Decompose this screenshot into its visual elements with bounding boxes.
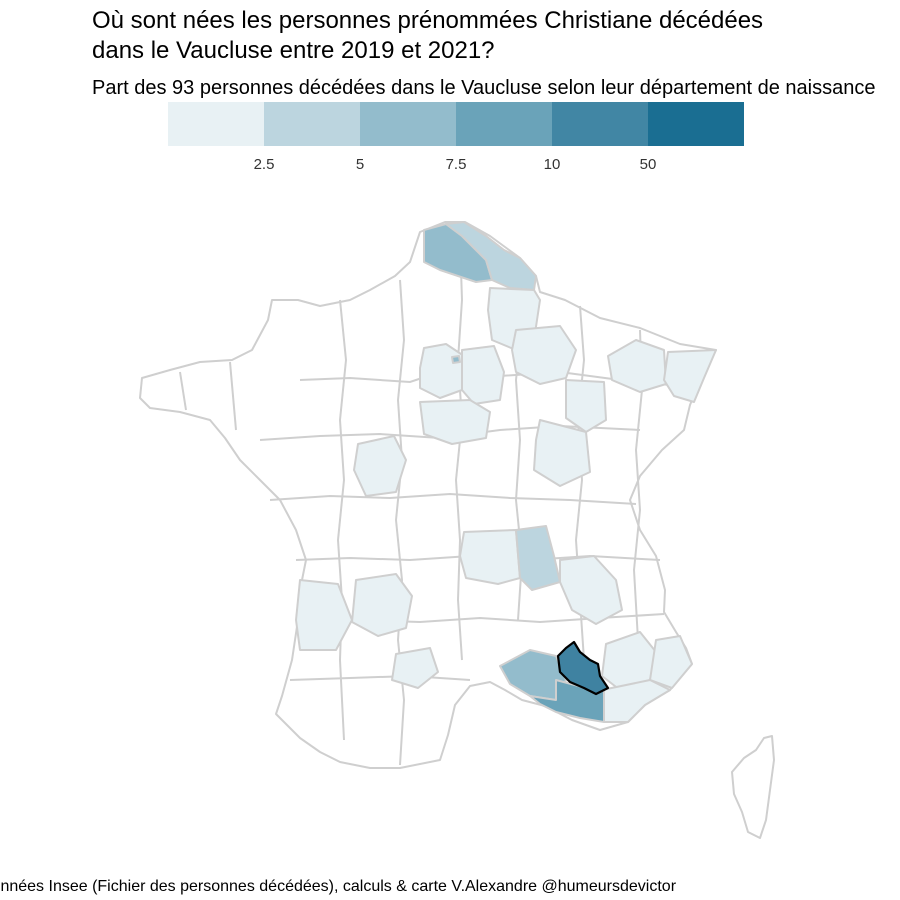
gironde-department <box>295 579 353 651</box>
haute-marne-department <box>565 379 607 433</box>
color-legend <box>168 102 744 146</box>
legend-label: 2.5 <box>253 156 275 173</box>
legend-label: 10 <box>543 156 561 173</box>
vaucluse-department <box>556 640 610 696</box>
corsica <box>731 735 775 839</box>
shaded-departments <box>295 221 717 723</box>
indre-department <box>353 435 407 497</box>
department-regions <box>139 221 775 839</box>
map-title-line-2: dans le Vaucluse entre 2019 et 2021? <box>92 37 495 64</box>
ile-de-france-department <box>419 343 465 399</box>
dordogne-department <box>351 573 413 637</box>
legend-label: 5 <box>355 156 365 173</box>
legend-label: 7.5 <box>445 156 467 173</box>
legend-swatch-4 <box>456 102 552 146</box>
legend-swatch-5 <box>552 102 648 146</box>
alpes-maritimes-department <box>649 635 693 689</box>
map-title: Où sont nées les personnes prénommées Ch… <box>92 6 900 66</box>
map-subtitle: Part des 93 personnes décédées dans le V… <box>92 77 876 99</box>
legend-label: 50 <box>639 156 657 173</box>
legend-labels: 2.5 5 7.5 10 50 <box>168 156 744 176</box>
allier-department <box>459 529 521 585</box>
loiret-department <box>419 399 491 445</box>
cote-d-or-department <box>533 419 591 487</box>
source-caption: Données Insee (Fichier des personnes déc… <box>0 878 677 895</box>
bas-rhin-department <box>663 349 717 403</box>
marne-department <box>511 325 577 385</box>
isere-department <box>559 555 623 625</box>
paris-department <box>451 355 461 364</box>
map-title-line-1: Où sont nées les personnes prénommées Ch… <box>92 7 764 34</box>
legend-swatch-2 <box>264 102 360 146</box>
seine-et-marne-department <box>461 345 505 405</box>
legend-swatch-3 <box>360 102 456 146</box>
legend-swatch-6 <box>648 102 744 146</box>
legend-swatch-1 <box>168 102 264 146</box>
tarn-department <box>391 647 439 689</box>
